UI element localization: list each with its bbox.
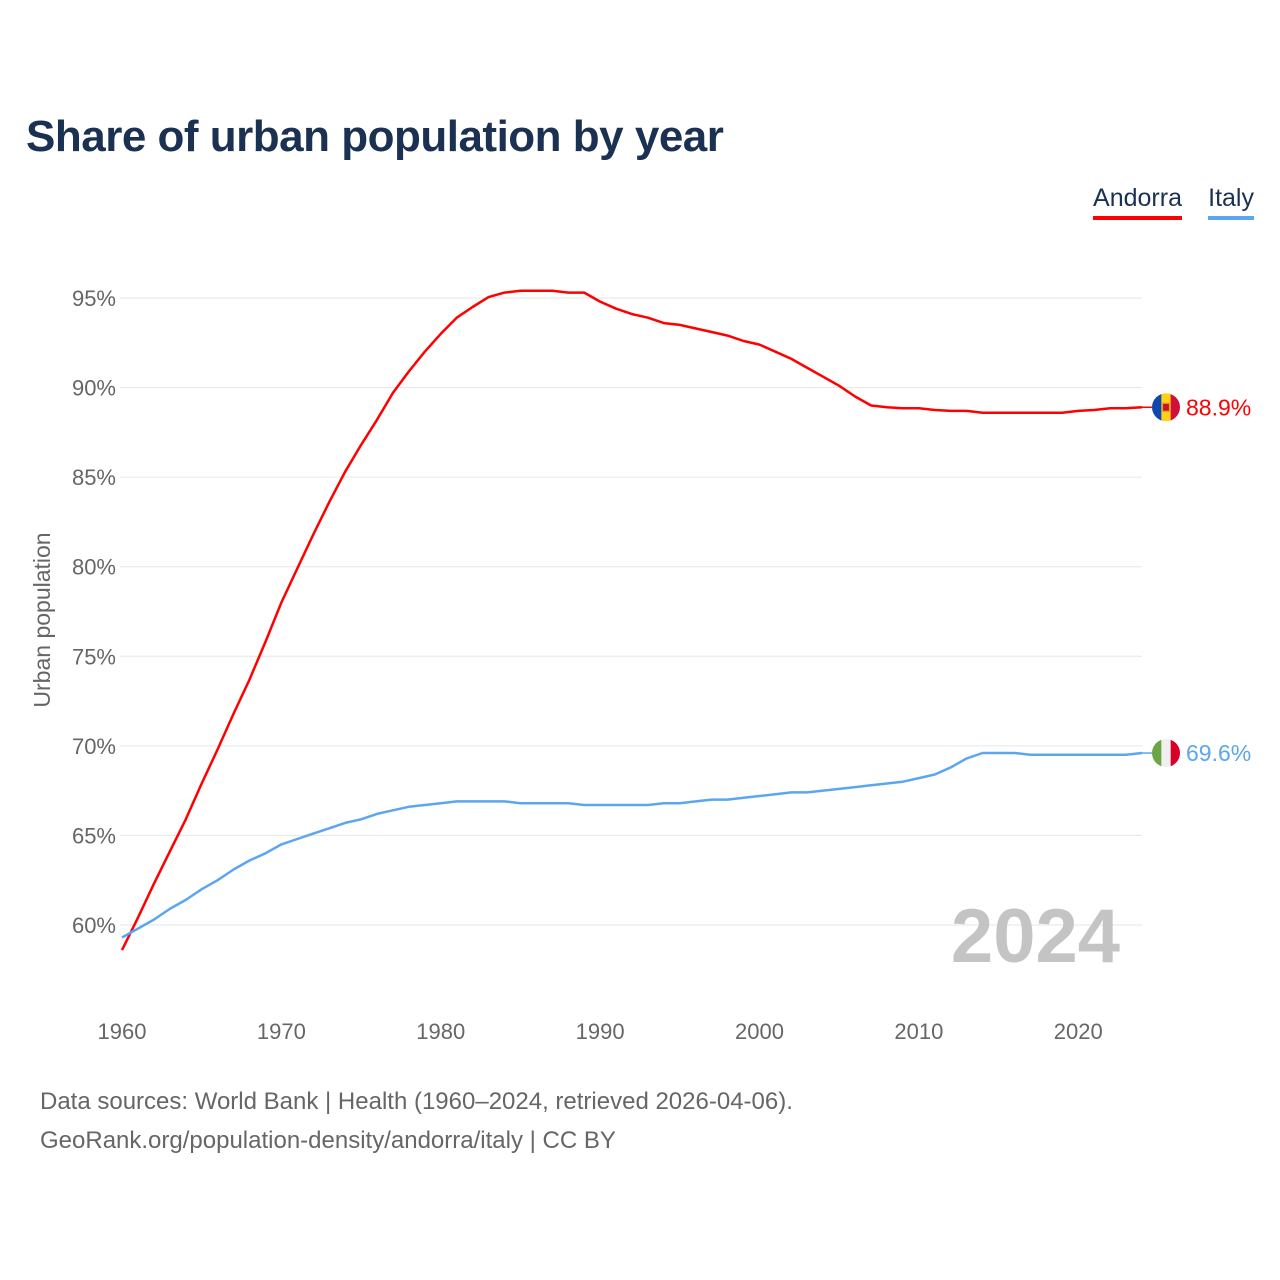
- end-value-label-italy: 69.6%: [1186, 740, 1251, 766]
- x-tick-label: 2000: [735, 1019, 784, 1044]
- x-tick-label: 1960: [98, 1019, 147, 1044]
- y-tick-label: 75%: [72, 644, 116, 669]
- y-tick-label: 70%: [72, 734, 116, 759]
- flag-stripe: [1170, 739, 1180, 768]
- x-tick-label: 1990: [576, 1019, 625, 1044]
- y-tick-label: 95%: [72, 286, 116, 311]
- flag-stripe: [1152, 739, 1162, 768]
- series-line-andorra: [120, 289, 1143, 951]
- y-tick-label: 90%: [72, 376, 116, 401]
- data-sources: Data sources: World Bank | Health (1960–…: [40, 1088, 793, 1115]
- chart-title: Share of urban population by year: [26, 112, 724, 161]
- year-watermark: 2024: [951, 894, 1120, 979]
- flag-stripe: [1170, 393, 1180, 422]
- flag-stripe: [1161, 739, 1172, 768]
- coat-of-arms: [1161, 402, 1171, 412]
- credit-link[interactable]: GeoRank.org/population-density/andorra/i…: [40, 1127, 616, 1154]
- x-tick-label: 2010: [894, 1019, 943, 1044]
- series-line-italy: [121, 751, 1143, 939]
- legend-item-andorra[interactable]: Andorra: [1093, 184, 1182, 220]
- x-tick-label: 1970: [257, 1019, 306, 1044]
- y-tick-label: 65%: [72, 823, 116, 848]
- flag-stripe: [1152, 393, 1162, 422]
- andorra-flag-icon: [1152, 393, 1180, 422]
- x-tick-label: 2020: [1054, 1019, 1103, 1044]
- end-value-label-andorra: 88.9%: [1186, 394, 1251, 420]
- x-tick-label: 1980: [416, 1019, 465, 1044]
- y-tick-label: 85%: [72, 465, 116, 490]
- italy-flag-icon: [1152, 739, 1180, 768]
- y-tick-label: 80%: [72, 555, 116, 580]
- y-tick-label: 60%: [72, 913, 116, 938]
- legend-item-italy[interactable]: Italy: [1208, 184, 1254, 220]
- y-axis-label: Urban population: [29, 532, 55, 707]
